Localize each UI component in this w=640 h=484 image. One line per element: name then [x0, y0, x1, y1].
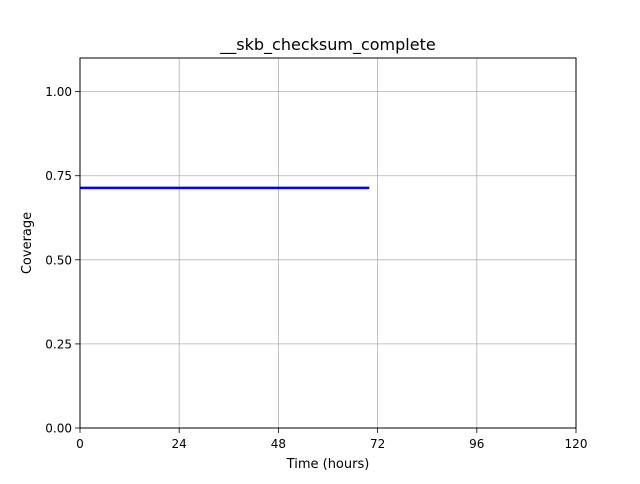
y-tick-label: 1.00: [45, 85, 72, 99]
y-tick-label: 0.50: [45, 253, 72, 267]
grid: [79, 58, 577, 429]
x-tick-label: 0: [76, 437, 84, 451]
y-tick-label: 0.00: [45, 422, 72, 436]
plot-area-frame: [79, 57, 577, 429]
y-axis-ticks: 0.00 0.25 0.50 0.75 1.00: [45, 85, 80, 436]
x-axis-label: Time (hours): [286, 457, 370, 472]
x-tick-label: 48: [271, 437, 286, 451]
x-tick-label: 96: [469, 437, 484, 451]
y-tick-label: 0.25: [45, 337, 72, 351]
x-tick-label: 120: [565, 437, 588, 451]
x-tick-label: 72: [370, 437, 385, 451]
x-axis-ticks: 0 24 48 72 96 120: [76, 428, 587, 451]
y-axis-label: Coverage: [20, 212, 35, 274]
x-tick-label: 24: [172, 437, 187, 451]
y-tick-label: 0.75: [45, 169, 72, 183]
chart-title: __skb_checksum_complete: [219, 35, 435, 55]
